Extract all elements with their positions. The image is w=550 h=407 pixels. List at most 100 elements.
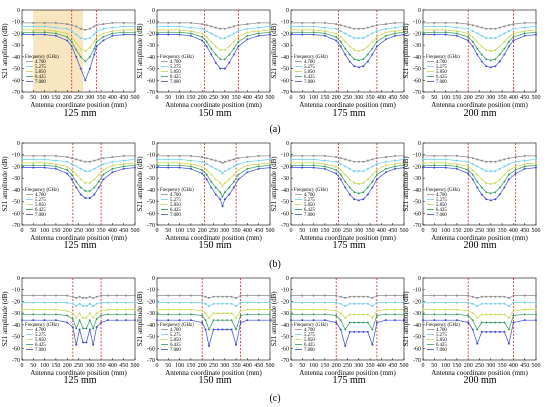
data-point [111,164,114,167]
data-point [133,308,137,311]
series-5.275 [156,25,271,40]
data-point [494,170,497,173]
column-label-row-c-3: 175 mm [332,375,365,386]
data-point [102,168,105,171]
data-point [93,159,96,162]
data-point [393,34,396,37]
data-point [189,162,192,165]
data-point [512,314,515,317]
data-point [402,308,406,311]
data-point [455,26,458,29]
data-point [301,154,304,157]
data-point [70,40,73,43]
data-point [344,40,347,43]
x-tick-label: 300 [220,363,229,369]
data-point [32,33,35,36]
data-point [471,328,474,331]
data-point [100,301,103,304]
data-point [214,159,217,162]
legend-title: Frequency (GHz) [294,188,328,193]
data-point [217,328,220,331]
series-line-4.700 [423,295,536,299]
data-point [221,311,224,315]
series-line-5.850 [157,29,271,51]
data-point [54,162,57,165]
y-tick-label: -40 [12,188,20,194]
data-point [498,45,501,48]
data-point [228,34,231,37]
y-tick-label: -70 [12,90,20,96]
data-point [102,39,105,42]
data-point [102,27,105,30]
data-point [66,168,69,172]
data-point [523,26,526,29]
data-point [362,181,365,184]
data-point [535,319,537,322]
data-point [489,295,492,298]
data-point [93,33,96,36]
data-point [339,35,342,38]
data-point [301,301,304,304]
y-tick-label: -10 [147,288,155,294]
data-point [232,186,235,189]
data-point [239,294,242,297]
legend-entry: 5.850 [304,203,315,208]
data-point [485,65,488,68]
data-point [201,301,204,304]
panel-b-2: 0 50 100 150 200 250 300 350 400 450 500 0 -10 -20 -30… [136,141,275,242]
data-point [71,311,74,315]
x-tick-label: 200 [63,228,72,234]
data-point [467,165,470,168]
data-point [455,29,458,32]
data-point [70,163,73,166]
data-point [223,160,226,163]
data-point [371,32,374,35]
data-point [384,167,388,170]
data-point [403,166,405,169]
series-5.850 [421,28,538,52]
data-point [54,29,57,32]
data-point [93,167,96,170]
y-axis-label: S21 amplitude (dB) [1,23,9,79]
data-point [344,297,347,299]
data-point [494,48,497,51]
data-point [210,186,213,189]
data-point [70,157,73,160]
data-point [480,295,483,298]
data-point [232,25,235,28]
data-point [444,313,447,316]
data-point [523,29,526,32]
data-point [134,154,136,157]
y-tick-label: 0 [152,276,155,282]
y-tick-label: -30 [281,43,289,49]
data-point [384,34,388,37]
series-line-6.425 [22,313,135,330]
data-point [523,34,526,37]
y-tick-label: -10 [147,20,155,26]
data-point [471,24,474,27]
data-point [403,301,405,304]
data-point [66,32,69,35]
data-point [178,166,181,169]
x-tick-label: 450 [520,95,529,101]
data-point [385,294,387,297]
data-point [353,48,356,51]
data-point [55,21,57,24]
data-point [115,308,119,311]
data-point [75,41,78,44]
y-tick-label: -40 [147,55,155,61]
legend-entry: 7.000 [170,213,181,218]
data-point [366,45,369,48]
data-point [97,158,100,161]
x-tick-label: 200 [464,95,473,101]
data-point [95,24,98,27]
series-line-5.850 [423,29,537,52]
data-point [353,58,356,61]
data-point [178,294,181,297]
data-point [402,313,406,316]
data-point [335,35,338,39]
data-point [221,295,224,298]
data-point [507,40,510,43]
data-point [471,311,474,315]
data-point [476,180,479,183]
